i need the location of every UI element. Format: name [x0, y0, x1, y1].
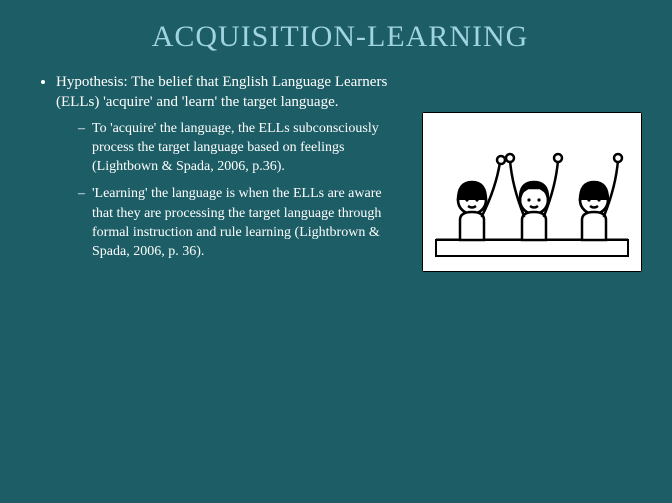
slide: ACQUISITION-LEARNING Hypothesis: The bel… [0, 0, 672, 503]
text-column: Hypothesis: The belief that English Lang… [38, 72, 404, 272]
sub-bullet-1: To 'acquire' the language, the ELLs subc… [78, 119, 404, 177]
slide-title: ACQUISITION-LEARNING [38, 20, 642, 54]
slide-content: Hypothesis: The belief that English Lang… [38, 72, 642, 272]
sub-bullet-2: 'Learning' the language is when the ELLs… [78, 184, 404, 261]
sub-bullet-list: To 'acquire' the language, the ELLs subc… [56, 119, 404, 262]
students-clipart-icon [422, 112, 642, 272]
bullet-list: Hypothesis: The belief that English Lang… [38, 72, 404, 262]
bullet-main: Hypothesis: The belief that English Lang… [56, 72, 404, 262]
image-column [422, 72, 642, 272]
bullet-main-text: Hypothesis: The belief that English Lang… [56, 74, 387, 110]
